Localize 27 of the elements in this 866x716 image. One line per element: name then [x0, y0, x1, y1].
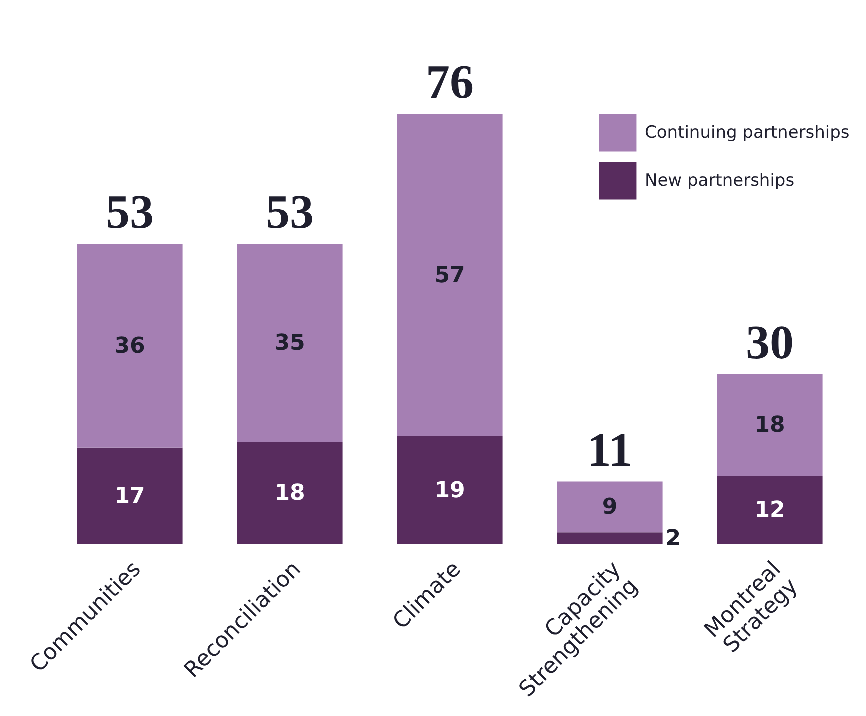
bar	[77, 244, 183, 448]
data-label: 35	[274, 331, 306, 356]
bar	[77, 448, 183, 544]
data-label: 2	[666, 526, 682, 552]
bar	[397, 436, 503, 544]
total-label: 30	[746, 316, 794, 370]
data-label: 36	[114, 334, 146, 359]
data-label: 57	[434, 263, 466, 288]
bar	[557, 482, 663, 533]
bar	[717, 476, 823, 544]
data-label: 18	[754, 413, 786, 438]
bar	[237, 244, 343, 442]
data-label: 12	[754, 498, 786, 524]
data-label: 9	[602, 495, 618, 520]
legend-label: Continuing partnerships	[645, 123, 850, 143]
data-label: 17	[114, 484, 146, 509]
legend-label: New partnerships	[645, 171, 795, 191]
bar	[557, 532, 663, 544]
data-label: 18	[274, 481, 306, 506]
total-label: 53	[106, 186, 154, 240]
bar	[237, 442, 343, 544]
total-label: 11	[587, 424, 633, 477]
data-label: 19	[434, 478, 466, 504]
bar	[397, 114, 503, 436]
total-label: 76	[426, 56, 474, 109]
bar	[717, 374, 823, 476]
total-label: 53	[266, 186, 314, 240]
